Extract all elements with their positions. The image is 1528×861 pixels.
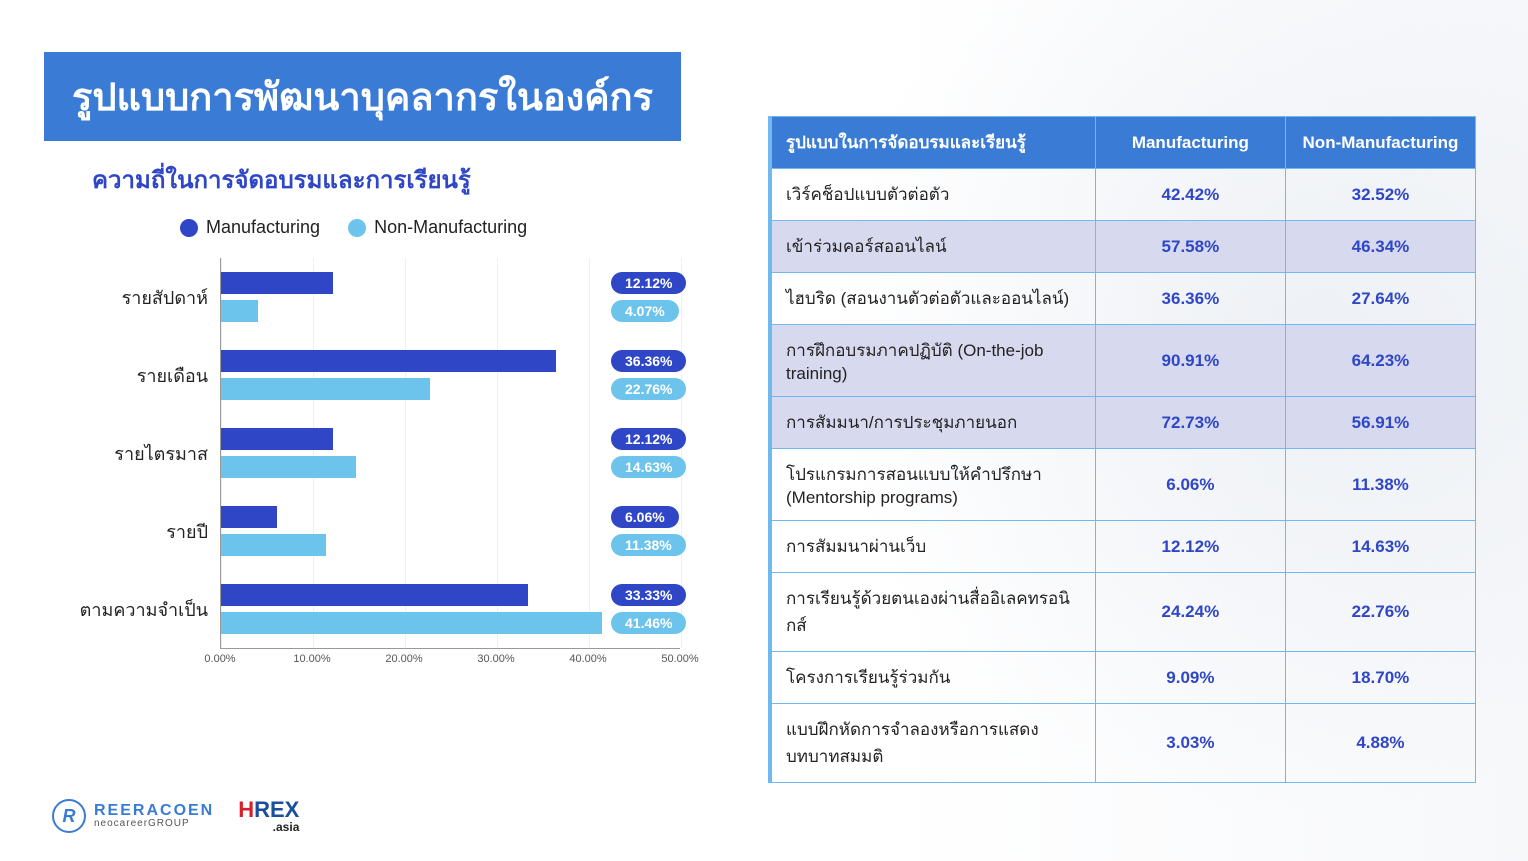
table-value-mfg: 36.36% — [1095, 273, 1285, 325]
table-row-label: แบบฝึกหัดการจำลองหรือการแสดงบทบาทสมมติ — [772, 704, 1096, 783]
table-row: เวิร์คช็อปแบบตัวต่อตัว42.42%32.52% — [772, 169, 1476, 221]
x-axis-tick: 0.00% — [204, 653, 235, 665]
value-pill-manufacturing: 12.12% — [611, 272, 686, 294]
table-value-mfg: 12.12% — [1095, 521, 1285, 573]
bar-manufacturing — [221, 272, 333, 294]
value-pill-manufacturing: 12.12% — [611, 428, 686, 450]
chart-x-axis: 0.00%10.00%20.00%30.00%40.00%50.00% — [220, 648, 680, 674]
value-pill-manufacturing: 6.06% — [611, 506, 679, 528]
table-row-label: การเรียนรู้ด้วยตนเองผ่านสื่ออิเลคทรอนิกส… — [772, 573, 1096, 652]
x-axis-tick: 10.00% — [293, 653, 330, 665]
chart-row: รายไตรมาส 12.12% 14.63% — [60, 414, 700, 492]
bar-non-manufacturing — [221, 456, 356, 478]
table-row-label: การฝึกอบรมภาคปฏิบัติ (On-the-job trainin… — [772, 325, 1096, 397]
hrex-logo: HREX .asia — [238, 799, 299, 833]
table-value-mfg: 9.09% — [1095, 652, 1285, 704]
chart-row: รายเดือน 36.36% 22.76% — [60, 336, 700, 414]
reeracoen-text: REERACOEN — [94, 803, 214, 819]
table-row: แบบฝึกหัดการจำลองหรือการแสดงบทบาทสมมติ3.… — [772, 704, 1476, 783]
x-axis-tick: 40.00% — [569, 653, 606, 665]
table-value-mfg: 57.58% — [1095, 221, 1285, 273]
table-value-non: 22.76% — [1285, 573, 1475, 652]
table-header: รูปแบบในการจัดอบรมและเรียนรู้ — [772, 117, 1096, 169]
table-value-mfg: 6.06% — [1095, 449, 1285, 521]
table-value-mfg: 90.91% — [1095, 325, 1285, 397]
page-title: รูปแบบการพัฒนาบุคลากรในองค์กร — [44, 52, 681, 141]
chart-category-label: ตามความจำเป็น — [60, 595, 220, 624]
legend-label-mfg: Manufacturing — [206, 217, 320, 237]
table-row-label: เวิร์คช็อปแบบตัวต่อตัว — [772, 169, 1096, 221]
value-pill-non-manufacturing: 22.76% — [611, 378, 686, 400]
hrex-subtext: .asia — [238, 821, 299, 833]
table-row: เข้าร่วมคอร์สออนไลน์57.58%46.34% — [772, 221, 1476, 273]
bar-manufacturing — [221, 506, 277, 528]
bar-manufacturing — [221, 350, 556, 372]
table-value-non: 64.23% — [1285, 325, 1475, 397]
value-pill-manufacturing: 36.36% — [611, 350, 686, 372]
table-row: การเรียนรู้ด้วยตนเองผ่านสื่ออิเลคทรอนิกส… — [772, 573, 1476, 652]
table-row-label: โปรแกรมการสอนแบบให้คำปรึกษา (Mentorship … — [772, 449, 1096, 521]
legend-label-non: Non-Manufacturing — [374, 217, 527, 237]
footer-logos: R REERACOEN neocareerGROUP HREX .asia — [52, 799, 299, 833]
table-value-non: 56.91% — [1285, 397, 1475, 449]
table-value-non: 14.63% — [1285, 521, 1475, 573]
x-axis-tick: 30.00% — [477, 653, 514, 665]
table-row: ไฮบริด (สอนงานตัวต่อตัวและออนไลน์)36.36%… — [772, 273, 1476, 325]
chart-category-label: รายไตรมาส — [60, 439, 220, 468]
table-row: การสัมมนาผ่านเว็บ12.12%14.63% — [772, 521, 1476, 573]
reeracoen-subtext: neocareerGROUP — [94, 819, 214, 829]
table-value-non: 11.38% — [1285, 449, 1475, 521]
chart-category-label: รายเดือน — [60, 361, 220, 390]
bar-non-manufacturing — [221, 300, 258, 322]
table-row-label: การสัมมนา/การประชุมภายนอก — [772, 397, 1096, 449]
x-axis-tick: 20.00% — [385, 653, 422, 665]
table-value-non: 18.70% — [1285, 652, 1475, 704]
table-header: Non-Manufacturing — [1285, 117, 1475, 169]
table-row-label: เข้าร่วมคอร์สออนไลน์ — [772, 221, 1096, 273]
table-row: การสัมมนา/การประชุมภายนอก72.73%56.91% — [772, 397, 1476, 449]
reeracoen-logo: R REERACOEN neocareerGROUP — [52, 799, 214, 833]
chart-row: รายสัปดาห์ 12.12% 4.07% — [60, 258, 700, 336]
value-pill-non-manufacturing: 41.46% — [611, 612, 686, 634]
chart-legend: Manufacturing Non-Manufacturing — [180, 217, 700, 238]
table-value-non: 46.34% — [1285, 221, 1475, 273]
table-value-mfg: 3.03% — [1095, 704, 1285, 783]
legend-dot-mfg — [180, 219, 198, 237]
value-pill-manufacturing: 33.33% — [611, 584, 686, 606]
value-pill-non-manufacturing: 11.38% — [611, 534, 686, 556]
bar-non-manufacturing — [221, 378, 430, 400]
x-axis-tick: 50.00% — [661, 653, 698, 665]
table-row: โครงการเรียนรู้ร่วมกัน9.09%18.70% — [772, 652, 1476, 704]
table-row: โปรแกรมการสอนแบบให้คำปรึกษา (Mentorship … — [772, 449, 1476, 521]
value-pill-non-manufacturing: 4.07% — [611, 300, 679, 322]
chart-row: รายปี 6.06% 11.38% — [60, 492, 700, 570]
training-format-table: รูปแบบในการจัดอบรมและเรียนรู้Manufacturi… — [768, 116, 1476, 783]
table-row: การฝึกอบรมภาคปฏิบัติ (On-the-job trainin… — [772, 325, 1476, 397]
chart-category-label: รายสัปดาห์ — [60, 283, 220, 312]
value-pill-non-manufacturing: 14.63% — [611, 456, 686, 478]
table-row-label: ไฮบริด (สอนงานตัวต่อตัวและออนไลน์) — [772, 273, 1096, 325]
chart-title: ความถี่ในการจัดอบรมและการเรียนรู้ — [92, 160, 700, 199]
chart-category-label: รายปี — [60, 517, 220, 546]
bar-manufacturing — [221, 584, 528, 606]
bar-non-manufacturing — [221, 612, 602, 634]
reeracoen-icon: R — [52, 799, 86, 833]
table-row-label: การสัมมนาผ่านเว็บ — [772, 521, 1096, 573]
bar-manufacturing — [221, 428, 333, 450]
frequency-chart: ความถี่ในการจัดอบรมและการเรียนรู้ Manufa… — [60, 160, 700, 674]
table-value-mfg: 72.73% — [1095, 397, 1285, 449]
table-header: Manufacturing — [1095, 117, 1285, 169]
table-value-mfg: 24.24% — [1095, 573, 1285, 652]
table-value-non: 27.64% — [1285, 273, 1475, 325]
table-value-non: 4.88% — [1285, 704, 1475, 783]
table-value-mfg: 42.42% — [1095, 169, 1285, 221]
table-value-non: 32.52% — [1285, 169, 1475, 221]
legend-dot-non — [348, 219, 366, 237]
table-row-label: โครงการเรียนรู้ร่วมกัน — [772, 652, 1096, 704]
bar-non-manufacturing — [221, 534, 326, 556]
chart-row: ตามความจำเป็น 33.33% 41.46% — [60, 570, 700, 648]
